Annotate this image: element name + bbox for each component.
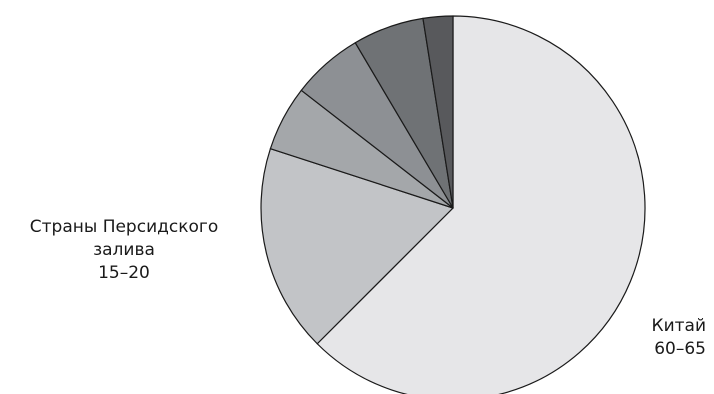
pie-slice-0	[316, 15, 646, 394]
label-china: Китай 60–65	[622, 315, 707, 361]
label-persian-gulf-value: 15–20	[98, 263, 150, 283]
pie-slice-1	[260, 148, 454, 345]
pie-slice-5	[422, 15, 454, 209]
label-persian-gulf-line1: Страны Персидского	[29, 217, 219, 237]
label-persian-gulf-line2: залива	[93, 240, 155, 260]
label-china-value: 60–65	[654, 339, 706, 359]
label-china-name: Китай	[651, 316, 707, 336]
label-persian-gulf: Страны Персидского залива 15–20	[6, 216, 242, 285]
